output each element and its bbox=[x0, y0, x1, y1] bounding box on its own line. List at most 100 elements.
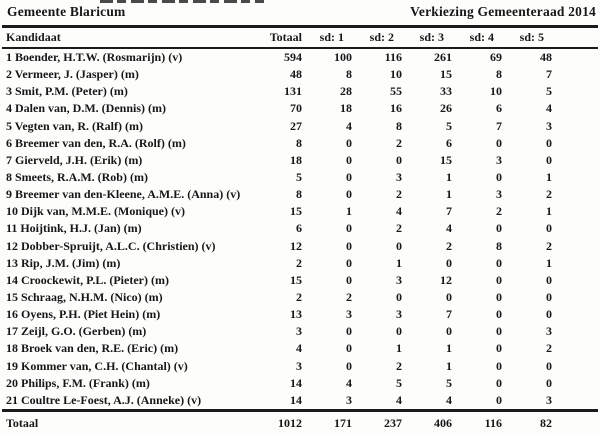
vote-count: 0 bbox=[396, 290, 402, 305]
candidate-name: 4 Dalen van, D.M. (Dennis) (m) bbox=[6, 101, 166, 116]
table-row: 10 Dijk van, M.M.E. (Monique) (v) 15 1 4 7 2 1 bbox=[0, 203, 600, 220]
vote-count: 16 bbox=[390, 101, 402, 116]
vote-count: 4 bbox=[346, 375, 352, 390]
vote-count: 0 bbox=[496, 221, 502, 236]
vote-count: 28 bbox=[340, 84, 352, 99]
vote-count: 55 bbox=[390, 84, 402, 99]
vote-count: 5 bbox=[296, 170, 302, 185]
candidate-name: 2 Vermeer, J. (Jasper) (m) bbox=[6, 67, 139, 82]
vote-count: 12 bbox=[440, 272, 452, 287]
vote-count: 8 bbox=[296, 187, 302, 202]
vote-count: 5 bbox=[446, 375, 452, 390]
table-row: 13 Rip, J.M. (Jim) (m) 2 0 1 0 0 1 bbox=[0, 255, 600, 272]
vote-count: 0 bbox=[496, 341, 502, 356]
vote-count: 3 bbox=[546, 118, 552, 133]
vote-count: 0 bbox=[346, 341, 352, 356]
total-vote-count: 82 bbox=[540, 415, 552, 430]
vote-count: 0 bbox=[346, 187, 352, 202]
table-total-row: Totaal 1012 171 237 406 116 82 bbox=[0, 412, 600, 434]
table-row: 2 Vermeer, J. (Jasper) (m) 48 8 10 15 8 7 bbox=[0, 66, 600, 83]
candidate-name: 11 Hoijtink, H.J. (Jan) (m) bbox=[6, 221, 142, 236]
vote-count: 1 bbox=[396, 341, 402, 356]
column-header-totaal: Totaal bbox=[269, 30, 302, 44]
vote-count: 15 bbox=[290, 204, 302, 219]
vote-count: 3 bbox=[396, 272, 402, 287]
vote-count: 3 bbox=[346, 307, 352, 322]
column-header-sd-5: sd: 5 bbox=[519, 30, 544, 44]
vote-count: 0 bbox=[346, 135, 352, 150]
table-row: 3 Smit, P.M. (Peter) (m) 131 28 55 33 10 5 bbox=[0, 83, 600, 100]
vote-count: 2 bbox=[396, 358, 402, 373]
vote-count: 10 bbox=[490, 84, 502, 99]
vote-count: 3 bbox=[546, 324, 552, 339]
candidate-name: 1 Boender, H.T.W. (Rosmarijn) (v) bbox=[6, 50, 183, 65]
vote-count: 2 bbox=[396, 221, 402, 236]
vote-count: 3 bbox=[396, 170, 402, 185]
vote-count: 2 bbox=[296, 255, 302, 270]
vote-count: 8 bbox=[346, 67, 352, 82]
vote-count: 0 bbox=[496, 272, 502, 287]
municipality-title: Gemeente Blaricum bbox=[7, 4, 126, 19]
vote-count: 3 bbox=[496, 187, 502, 202]
table-row: 20 Philips, F.M. (Frank) (m) 14 4 5 5 0 0 bbox=[0, 375, 600, 392]
vote-count: 15 bbox=[440, 152, 452, 167]
column-header-sd-1: sd: 1 bbox=[319, 30, 344, 44]
vote-count: 0 bbox=[346, 238, 352, 253]
vote-count: 3 bbox=[546, 392, 552, 407]
table-row: 1 Boender, H.T.W. (Rosmarijn) (v) 594 100 1… bbox=[0, 49, 600, 66]
vote-count: 1 bbox=[546, 255, 552, 270]
vote-count: 0 bbox=[546, 290, 552, 305]
vote-count: 15 bbox=[290, 272, 302, 287]
vote-count: 14 bbox=[290, 392, 302, 407]
column-header-sd-4: sd: 4 bbox=[469, 30, 494, 44]
vote-count: 15 bbox=[440, 67, 452, 82]
vote-count: 6 bbox=[496, 101, 502, 116]
table-header-row: Kandidaat Totaal sd: 1 sd: 2 sd: 3 sd: 4 sd: 5 bbox=[0, 28, 600, 47]
vote-count: 0 bbox=[546, 272, 552, 287]
vote-count: 2 bbox=[546, 238, 552, 253]
table-row: 7 Gierveld, J.H. (Erik) (m) 18 0 0 15 3 0 bbox=[0, 152, 600, 169]
vote-count: 48 bbox=[540, 50, 552, 65]
vote-count: 3 bbox=[296, 324, 302, 339]
vote-count: 8 bbox=[496, 67, 502, 82]
vote-count: 69 bbox=[490, 50, 502, 65]
vote-count: 18 bbox=[340, 101, 352, 116]
vote-count: 3 bbox=[496, 152, 502, 167]
vote-count: 1 bbox=[546, 204, 552, 219]
vote-count: 1 bbox=[446, 170, 452, 185]
header-rule bbox=[2, 47, 598, 49]
candidate-name: 12 Dobber-Spruijt, A.L.C. (Christien) (v… bbox=[6, 238, 216, 253]
vote-count: 12 bbox=[290, 238, 302, 253]
vote-count: 6 bbox=[296, 221, 302, 236]
vote-count: 0 bbox=[546, 135, 552, 150]
vote-count: 0 bbox=[346, 324, 352, 339]
vote-count: 0 bbox=[396, 152, 402, 167]
vote-count: 1 bbox=[546, 170, 552, 185]
vote-count: 0 bbox=[396, 324, 402, 339]
vote-count: 7 bbox=[446, 307, 452, 322]
table-row: 8 Smeets, R.A.M. (Rob) (m) 5 0 3 1 0 1 bbox=[0, 169, 600, 186]
vote-count: 0 bbox=[346, 221, 352, 236]
vote-count: 14 bbox=[290, 375, 302, 390]
vote-count: 0 bbox=[546, 358, 552, 373]
vote-count: 4 bbox=[546, 101, 552, 116]
table-row: 6 Breemer van den, R.A. (Rolf) (m) 8 0 2 6 0 0 bbox=[0, 135, 600, 152]
results-table: Kandidaat Totaal sd: 1 sd: 2 sd: 3 sd: 4 sd: 5… bbox=[0, 28, 600, 434]
scan-artifact bbox=[100, 0, 264, 3]
vote-count: 2 bbox=[546, 187, 552, 202]
vote-count: 0 bbox=[396, 238, 402, 253]
vote-count: 0 bbox=[496, 358, 502, 373]
vote-count: 0 bbox=[346, 152, 352, 167]
vote-count: 116 bbox=[384, 50, 402, 65]
table-row: 16 Oyens, P.H. (Piet Hein) (m) 13 3 3 7 0 0 bbox=[0, 306, 600, 323]
vote-count: 7 bbox=[546, 67, 552, 82]
candidate-name: 7 Gierveld, J.H. (Erik) (m) bbox=[6, 152, 143, 167]
candidate-name: 15 Schraag, N.H.M. (Nico) (m) bbox=[6, 290, 163, 305]
table-row: 15 Schraag, N.H.M. (Nico) (m) 2 2 0 0 0 0 bbox=[0, 289, 600, 306]
vote-count: 70 bbox=[290, 101, 302, 116]
vote-count: 4 bbox=[446, 221, 452, 236]
candidate-name: 10 Dijk van, M.M.E. (Monique) (v) bbox=[6, 204, 185, 219]
vote-count: 8 bbox=[396, 118, 402, 133]
vote-count: 6 bbox=[446, 135, 452, 150]
